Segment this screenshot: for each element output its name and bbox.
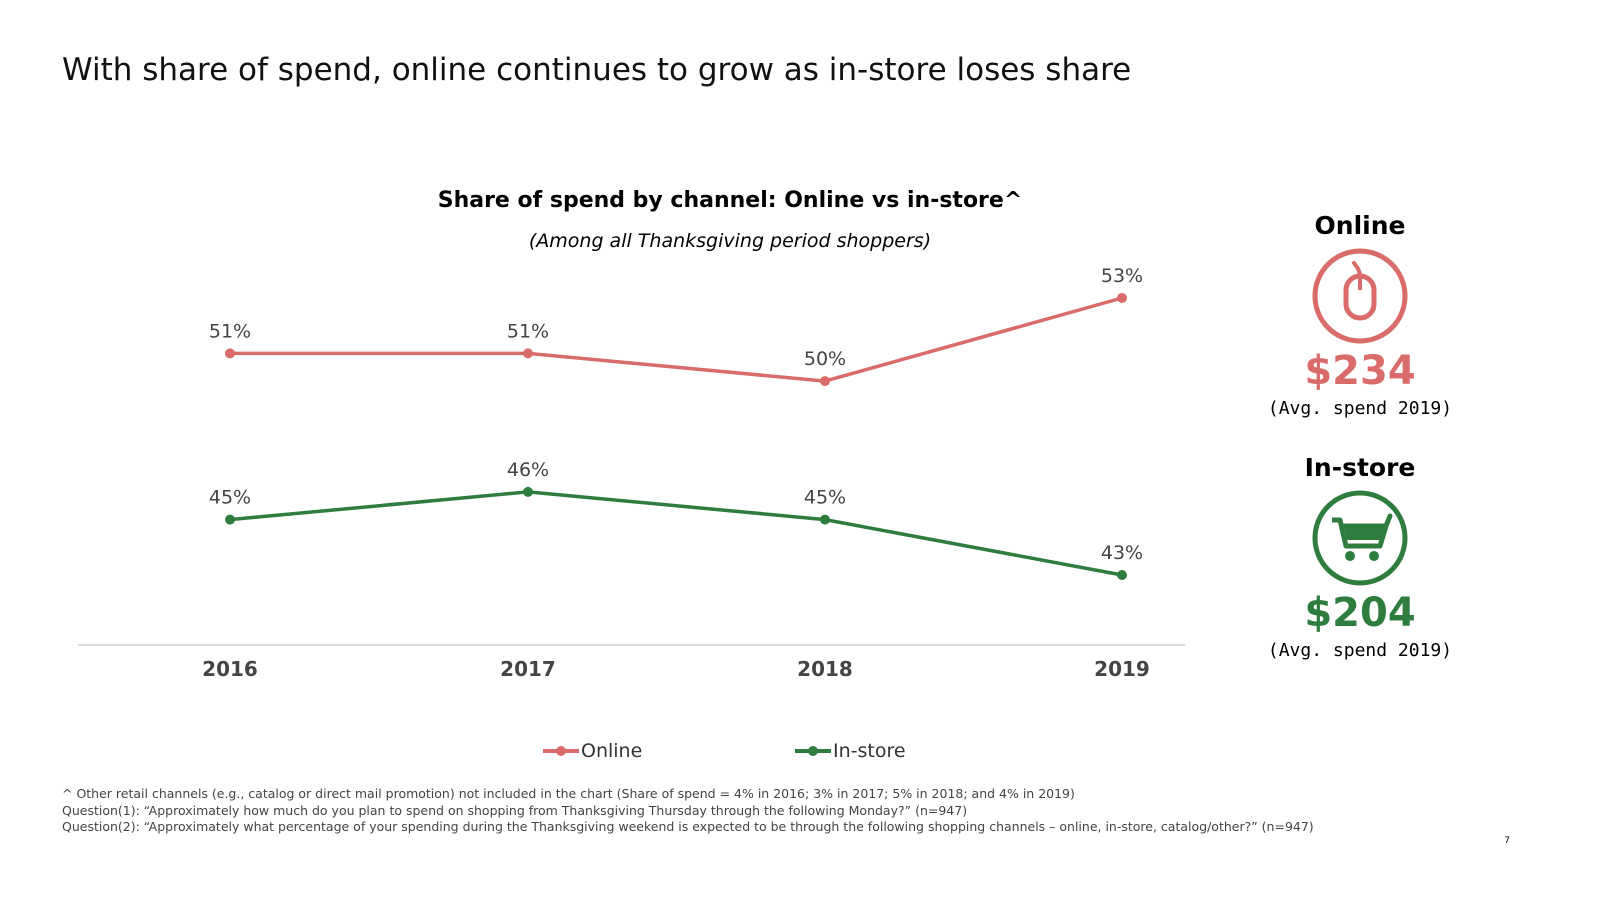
data-point-online	[225, 348, 235, 359]
data-point-online	[820, 376, 830, 387]
online-spend-note: (Avg. spend 2019)	[1267, 398, 1453, 419]
data-label-online: 50%	[804, 348, 846, 370]
footnotes: ^ Other retail channels (e.g., catalog o…	[62, 786, 1502, 836]
data-point-instore	[1117, 570, 1127, 580]
data-point-instore	[820, 514, 830, 525]
legend-label-online: Online	[581, 740, 643, 762]
data-point-instore	[523, 486, 533, 497]
shopping-cart-icon	[1312, 490, 1408, 586]
data-label-instore: 45%	[209, 487, 251, 509]
line-chart: 2016 2017 2018 2019 51% 51% 50% 53% 45% 46% 45% 43%	[78, 265, 1185, 681]
x-tick-label: 2017	[500, 657, 556, 681]
legend-item-online: Online	[543, 740, 642, 762]
x-tick-label: 2016	[202, 657, 258, 681]
instore-avg-spend: $204	[1304, 590, 1416, 636]
footnote-question-1: Question(1): “Approximately how much do …	[62, 802, 968, 818]
legend-swatch-online	[543, 746, 579, 756]
instore-panel: In-store $204 (Avg. spend 2019)	[1220, 453, 1500, 661]
legend-label-instore: In-store	[833, 740, 906, 762]
data-label-instore: 45%	[804, 487, 846, 509]
data-label-online: 51%	[507, 320, 549, 342]
data-point-instore	[225, 514, 235, 525]
series-line-online	[230, 296, 1123, 383]
data-label-online: 51%	[209, 320, 251, 342]
footnote-channels: ^ Other retail channels (e.g., catalog o…	[62, 786, 1075, 801]
chart-subtitle: (Among all Thanksgiving period shoppers)	[528, 230, 932, 252]
online-heading: Online	[1314, 211, 1406, 240]
online-avg-spend: $234	[1304, 348, 1416, 394]
data-point-online	[1117, 293, 1127, 303]
data-label-online: 53%	[1101, 265, 1143, 287]
legend-item-instore: In-store	[795, 740, 906, 762]
instore-heading: In-store	[1304, 453, 1416, 482]
x-tick-label: 2019	[1094, 657, 1150, 681]
chart-title: Share of spend by channel: Online vs in-…	[437, 188, 1023, 213]
data-point-online	[523, 348, 533, 359]
x-tick-label: 2018	[797, 657, 853, 681]
page-number: 7	[1504, 836, 1510, 846]
chart-legend: Online In-store	[0, 740, 1210, 770]
series-line-instore	[229, 490, 1123, 577]
data-label-instore: 43%	[1101, 542, 1143, 564]
footnote-question-2: Question(2): “Approximately what percent…	[62, 819, 1314, 834]
instore-spend-note: (Avg. spend 2019)	[1267, 640, 1453, 661]
data-label-instore: 46%	[507, 459, 549, 481]
slide-title: With share of spend, online continues to…	[62, 52, 1132, 88]
mouse-icon	[1312, 248, 1408, 344]
online-panel: Online $234 (Avg. spend 2019)	[1220, 211, 1500, 419]
legend-swatch-instore	[795, 746, 831, 756]
